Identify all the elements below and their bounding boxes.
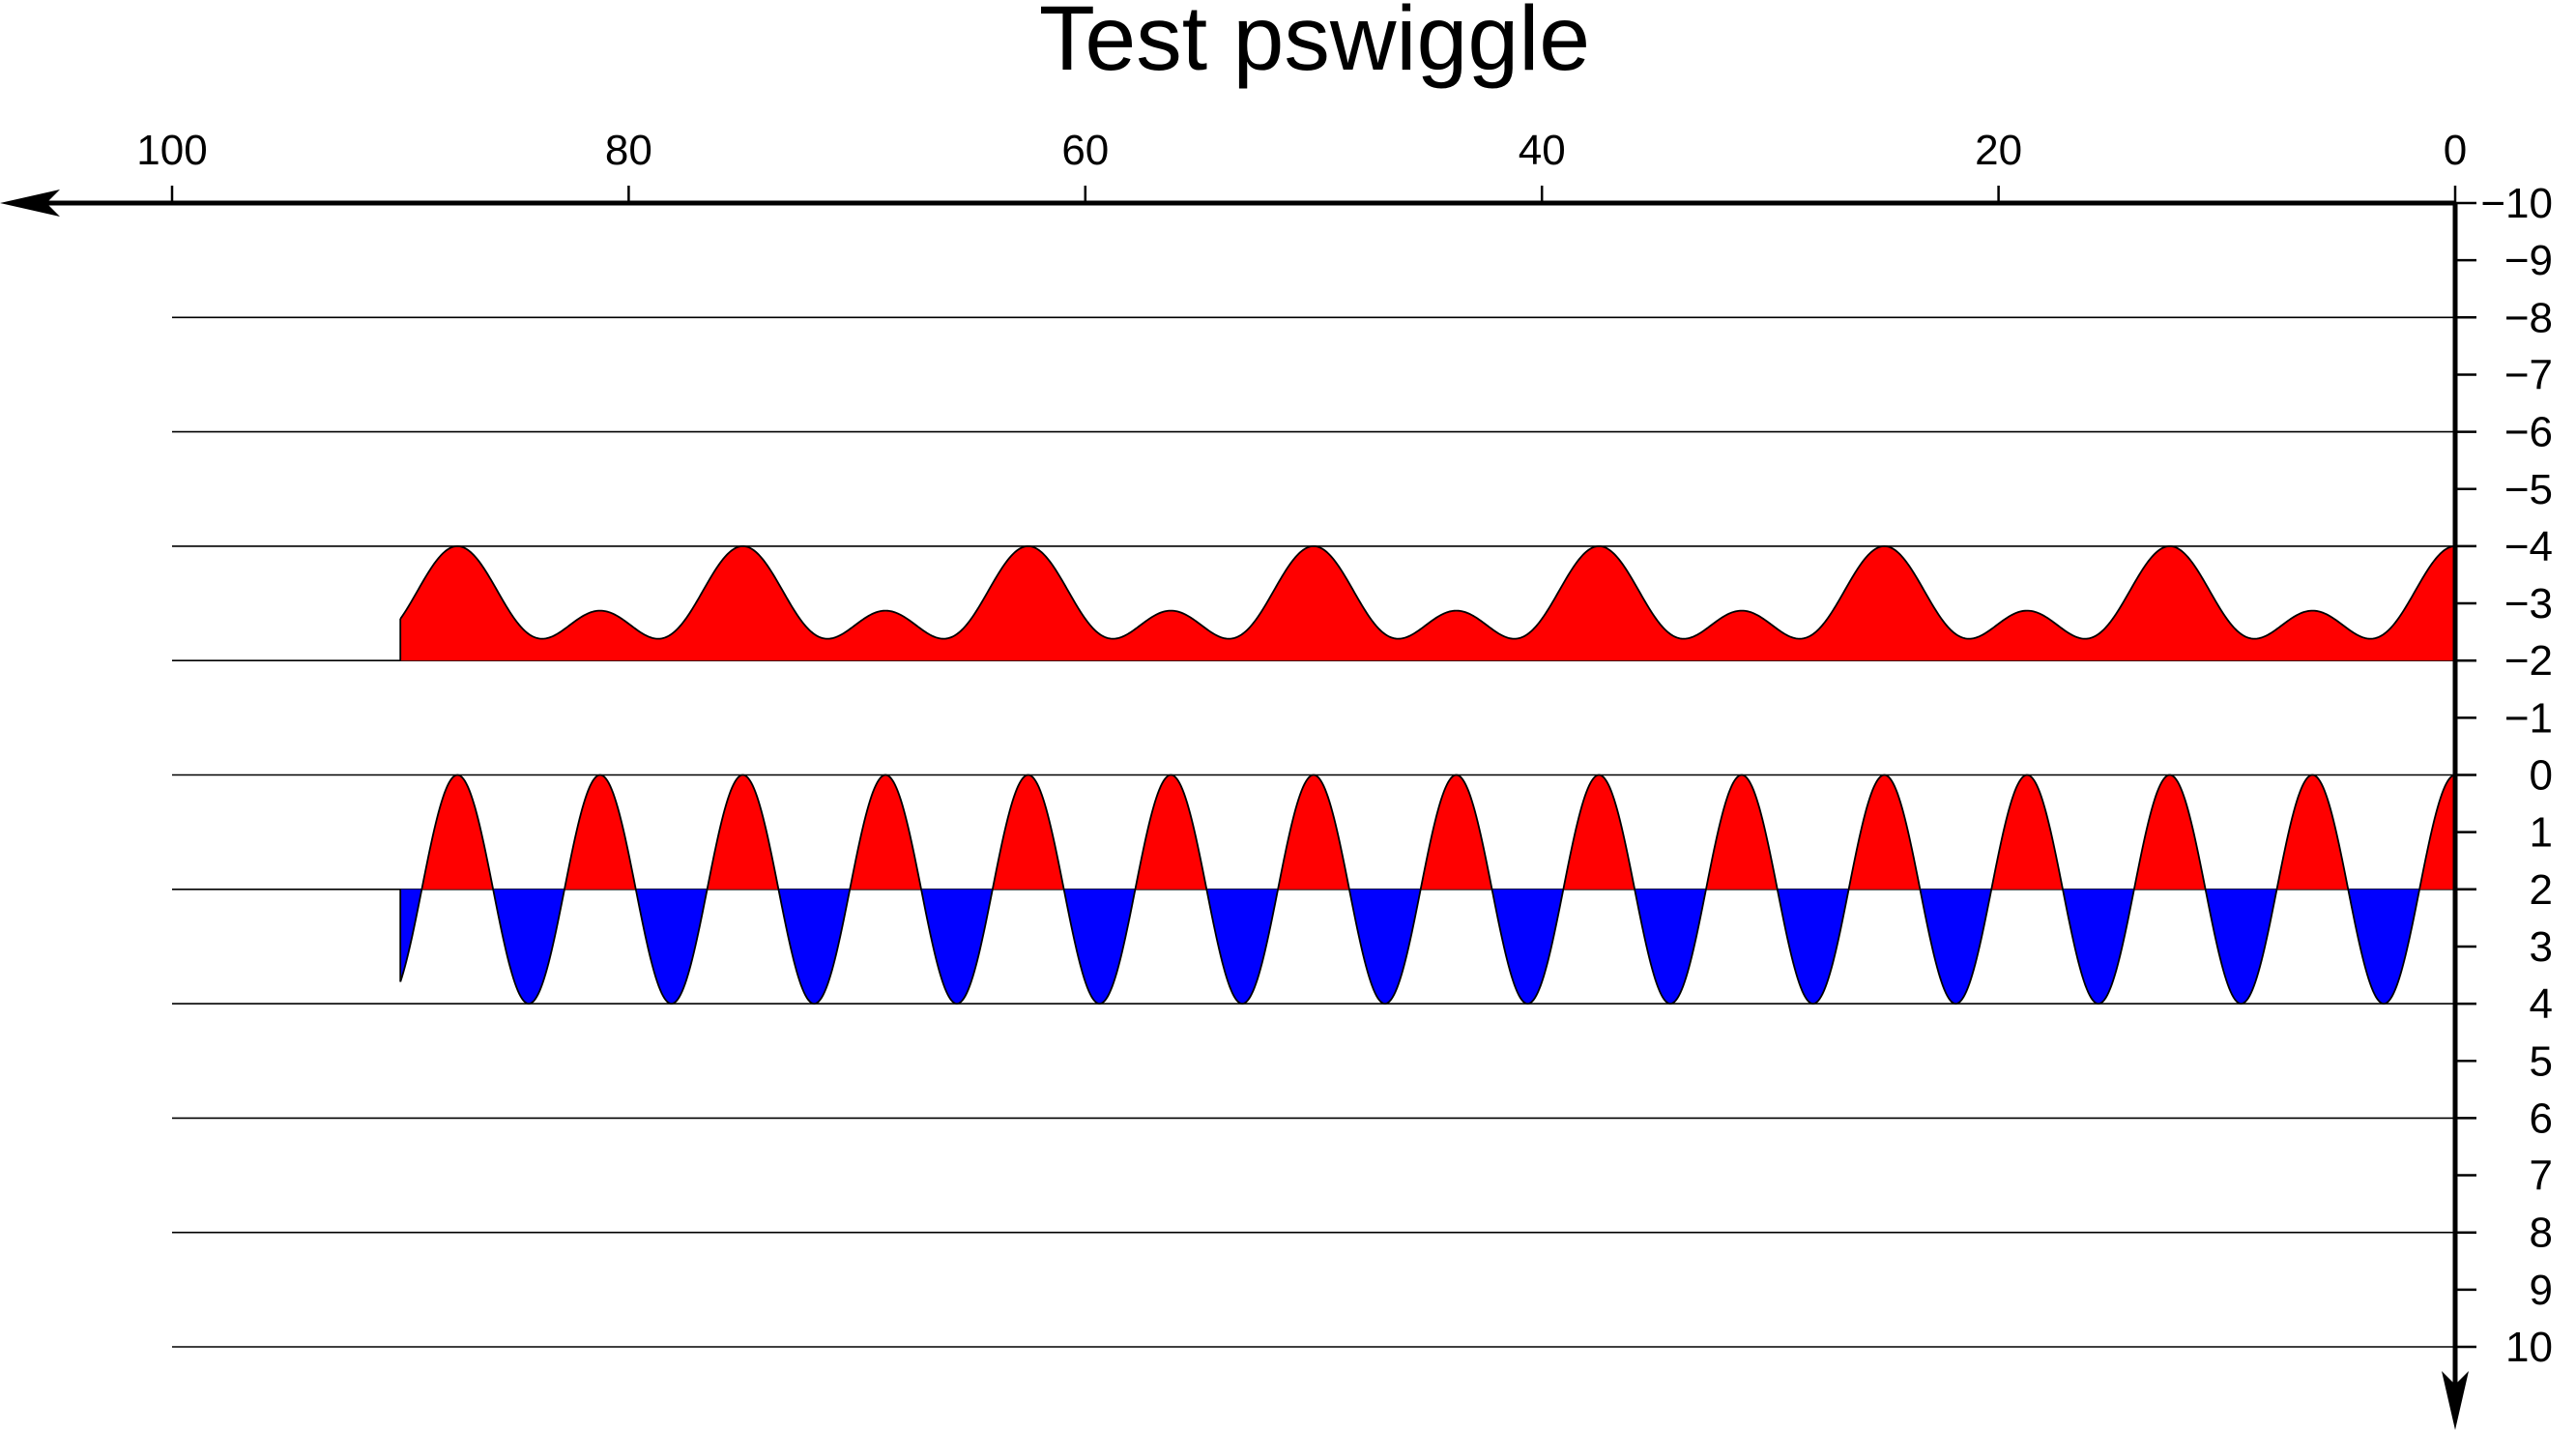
x-tick-label: 20 — [1975, 127, 2022, 174]
y-tick-label: −7 — [2504, 351, 2553, 398]
x-tick-label: 0 — [2444, 127, 2467, 174]
y-tick-label: 0 — [2530, 752, 2553, 800]
y-tick-label: −2 — [2504, 637, 2553, 685]
y-tick-label: 7 — [2530, 1153, 2553, 1200]
wiggle-negative-fill — [400, 889, 2456, 1005]
chart-title: Test pswiggle — [1039, 0, 1590, 90]
y-tick-label: −5 — [2504, 466, 2553, 513]
y-tick-label: −6 — [2504, 409, 2553, 456]
y-tick-label: −8 — [2504, 294, 2553, 341]
wiggle-positive-fill — [400, 774, 2456, 890]
wiggle-trace-line — [399, 773, 2456, 1006]
x-axis-arrow — [0, 190, 60, 217]
y-tick-label: 5 — [2530, 1037, 2553, 1085]
x-tick-label: 60 — [1061, 127, 1109, 174]
x-axis: 100 80 60 40 20 0 — [0, 127, 2467, 217]
x-tick-label: 40 — [1519, 127, 1566, 174]
y-tick-label: −4 — [2504, 523, 2553, 570]
wiggle-positive-fill — [400, 545, 2456, 661]
y-axis-arrow — [2442, 1371, 2469, 1430]
wiggle-trace-line — [399, 544, 2456, 640]
y-tick-label: −3 — [2504, 580, 2553, 627]
y-tick-label: 8 — [2530, 1210, 2553, 1257]
y-tick-label: −9 — [2504, 237, 2553, 284]
y-tick-label: 10 — [2505, 1324, 2553, 1371]
x-tick-label: 100 — [136, 127, 207, 174]
y-tick-label: 2 — [2530, 866, 2553, 914]
y-tick-label: 4 — [2530, 980, 2553, 1028]
wiggle-traces — [399, 544, 2456, 1006]
y-tick-label: 6 — [2530, 1094, 2553, 1142]
y-tick-label: −10 — [2480, 180, 2553, 227]
x-tick-label: 80 — [605, 127, 652, 174]
y-tick-label: 1 — [2530, 809, 2553, 857]
y-tick-label: −1 — [2504, 694, 2553, 742]
y-tick-label: 9 — [2530, 1267, 2553, 1314]
y-tick-label: 3 — [2530, 923, 2553, 971]
